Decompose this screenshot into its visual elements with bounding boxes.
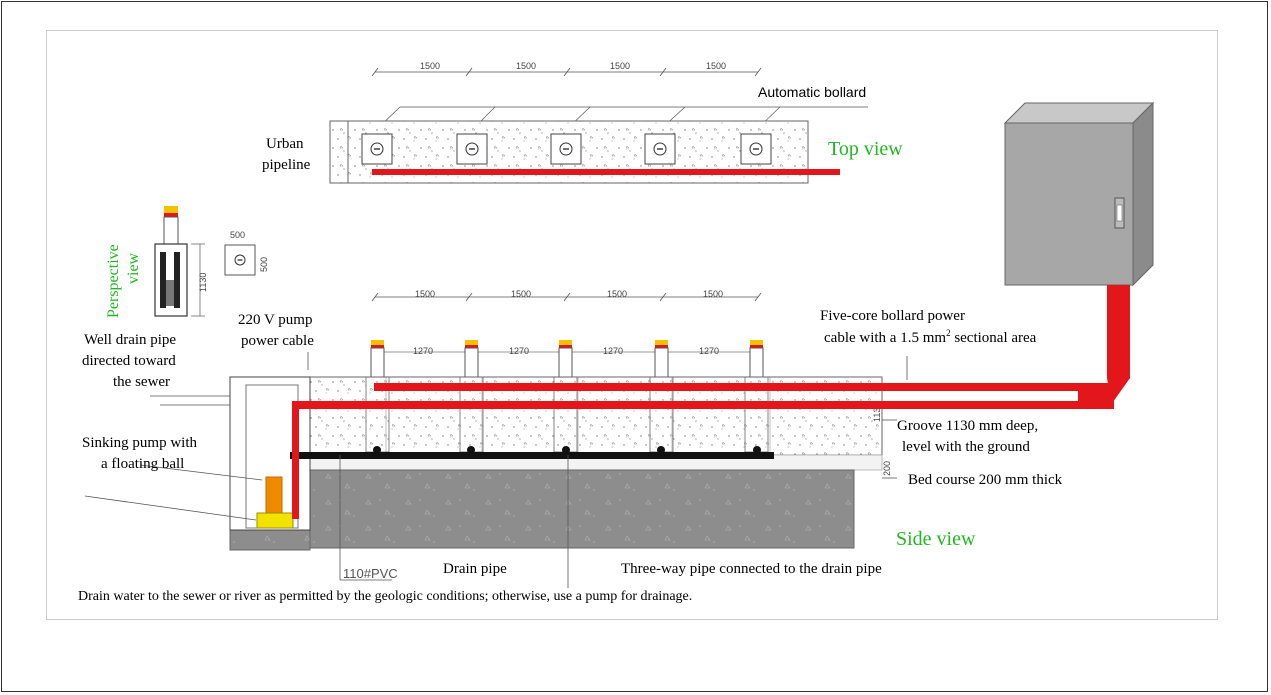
top-dim-3: 1500 bbox=[610, 61, 630, 71]
perspective-label: Perspective bbox=[105, 244, 122, 318]
perspective-bollard-cap-yellow bbox=[164, 206, 178, 213]
top-bollard-4 bbox=[644, 133, 676, 165]
top-view-label: Top view bbox=[828, 138, 903, 160]
perspective-bollard-cap-red bbox=[164, 213, 178, 217]
top-bollard-2 bbox=[456, 133, 488, 165]
box-size-side: 500 bbox=[259, 257, 269, 272]
side-dim-3: 1500 bbox=[607, 289, 627, 299]
top-dim-2: 1500 bbox=[516, 61, 536, 71]
pump-cable-drop bbox=[292, 401, 299, 519]
height-dim: 1130 bbox=[198, 273, 208, 292]
top-bollard-1 bbox=[361, 133, 393, 165]
leader-lines bbox=[84, 352, 908, 588]
side-view-label: Side view bbox=[896, 528, 976, 550]
urban-label: Urban bbox=[266, 136, 304, 152]
top-dim-1: 1500 bbox=[420, 61, 440, 71]
perspective-bollard-rod-right bbox=[174, 252, 180, 308]
side-bollard-3 bbox=[553, 340, 578, 453]
inner-dim-3: 1270 bbox=[603, 346, 623, 356]
cabinet-cable-riser bbox=[1078, 285, 1130, 409]
perspective-bollard-post bbox=[163, 216, 179, 245]
top-bollard-3 bbox=[550, 133, 582, 165]
cabinet-handle-slot bbox=[1116, 204, 1123, 222]
sinking-pump-body bbox=[265, 476, 283, 514]
side-dim-2: 1500 bbox=[511, 289, 531, 299]
footnote: Drain water to the sewer or river as per… bbox=[78, 589, 692, 604]
perspective-bollard-rod-left bbox=[160, 252, 166, 308]
sinking-pump-label-1: Sinking pump with bbox=[82, 435, 198, 451]
control-cabinet bbox=[1003, 101, 1155, 287]
power-cable-label-2b: sectional area bbox=[951, 330, 1037, 346]
perspective-view-label: view bbox=[125, 252, 142, 284]
drawing-border bbox=[46, 30, 1218, 620]
side-dim-1: 1500 bbox=[415, 289, 435, 299]
sinking-pump-label-2: a floating ball bbox=[101, 456, 184, 472]
bed-dim: 200 bbox=[882, 461, 892, 476]
bollard-power-cable bbox=[374, 383, 1109, 391]
groove-label-2: level with the ground bbox=[902, 439, 1030, 455]
groove-label-1: Groove 1130 mm deep, bbox=[897, 418, 1038, 434]
box-size-top: 500 bbox=[230, 230, 245, 240]
groove-depth-dim: 1130 bbox=[872, 403, 882, 422]
pipeline-label: pipeline bbox=[262, 157, 311, 173]
bed-course-label: Bed course 200 mm thick bbox=[908, 472, 1063, 488]
automatic-bollard-label: Automatic bollard bbox=[758, 84, 866, 100]
top-dim-4: 1500 bbox=[706, 61, 726, 71]
power-cable-label-sup: 2 bbox=[946, 328, 951, 338]
drain-pipe-tees bbox=[373, 446, 761, 454]
side-dimension-line bbox=[371, 292, 762, 302]
pvc-label: 110#PVC bbox=[343, 566, 398, 581]
well-drain-label-2: directed toward bbox=[82, 353, 176, 369]
perspective-bollard-cylinder bbox=[166, 280, 174, 306]
top-bollard-5 bbox=[740, 133, 772, 165]
well-base bbox=[229, 529, 311, 551]
drain-pipe-label: Drain pipe bbox=[443, 561, 507, 577]
inner-dim-1: 1270 bbox=[413, 346, 433, 356]
power-cable-label-1: Five-core bollard power bbox=[820, 308, 965, 324]
three-way-pipe-label: Three-way pipe connected to the drain pi… bbox=[621, 561, 882, 577]
well-drain-label-1: Well drain pipe bbox=[84, 332, 176, 348]
pump-cable-label-1: 220 V pump bbox=[238, 312, 312, 328]
sinking-pump-base bbox=[256, 512, 294, 529]
side-view-group: 1500 1500 1500 1500 1270 1270 1270 1270 … bbox=[229, 285, 1130, 551]
well-drain-label-3: the sewer bbox=[113, 374, 170, 390]
perspective-view-group: Perspective view 1130 500 500 bbox=[105, 206, 269, 318]
power-cable-label-2: cable with a 1.5 mm2 sectional area bbox=[824, 328, 1037, 346]
pump-cable-label-2: power cable bbox=[241, 333, 314, 349]
inner-dim-2: 1270 bbox=[509, 346, 529, 356]
pump-power-cable bbox=[294, 401, 1114, 409]
side-dim-4: 1500 bbox=[703, 289, 723, 299]
top-view-group: 1500 1500 1500 1500 Automatic bollard bbox=[262, 61, 903, 184]
top-dimension-line bbox=[371, 67, 762, 77]
ground-base bbox=[309, 469, 855, 549]
trench-end-cap bbox=[329, 120, 349, 184]
drain-pipe bbox=[290, 452, 774, 459]
power-cable-label-2a: cable with a 1.5 mm bbox=[824, 330, 946, 346]
top-view-cable bbox=[372, 169, 840, 175]
inner-dim-4: 1270 bbox=[699, 346, 719, 356]
